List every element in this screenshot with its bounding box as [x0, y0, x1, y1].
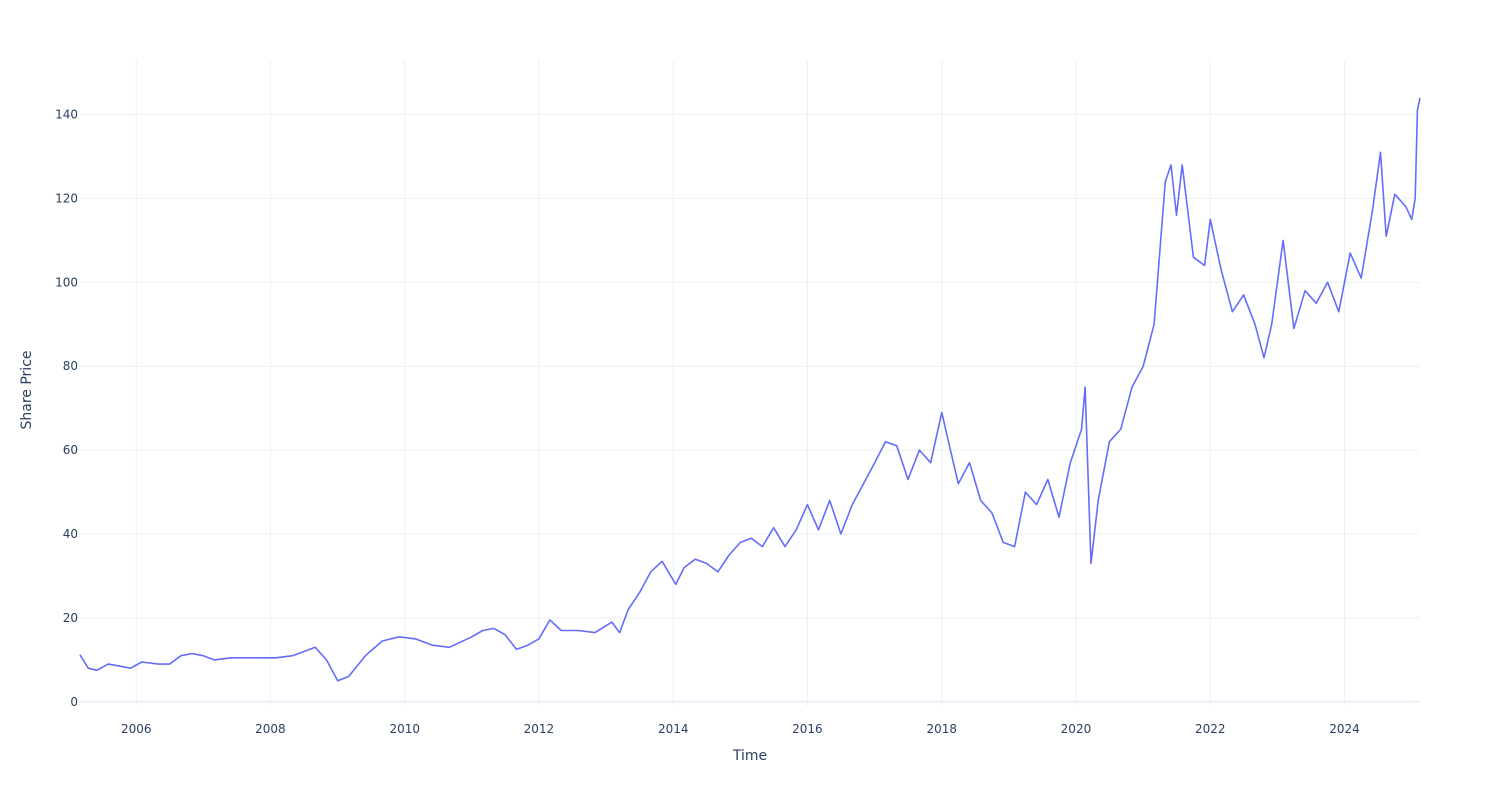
y-tick-label: 140 [55, 108, 78, 122]
x-axis-title: Time [732, 748, 767, 764]
x-tick-label: 2024 [1329, 722, 1360, 736]
x-tick-label: 2010 [389, 722, 420, 736]
y-tick-label: 20 [63, 611, 78, 625]
y-tick-label: 100 [55, 275, 78, 289]
x-tick-label: 2014 [658, 722, 689, 736]
y-tick-label: 0 [70, 695, 78, 709]
x-tick-label: 2022 [1195, 722, 1226, 736]
series-layer [79, 97, 1421, 682]
x-tick-label: 2008 [255, 722, 286, 736]
x-tick-label: 2012 [524, 722, 555, 736]
y-axis-title: Share Price [19, 350, 35, 429]
tick-layer: 0 20 40 60 80 100 120 140 2006 2008 2010 2012 2014 20… [55, 108, 1360, 736]
x-tick-label: 2006 [121, 722, 152, 736]
x-tick-label: 2020 [1061, 722, 1092, 736]
x-tick-label: 2018 [927, 722, 958, 736]
grid-layer [80, 60, 1420, 706]
x-tick-label: 2016 [792, 722, 823, 736]
y-tick-label: 40 [63, 527, 78, 541]
series-line [79, 97, 1421, 682]
y-tick-label: 80 [63, 359, 78, 373]
y-tick-label: 120 [55, 191, 78, 205]
y-tick-label: 60 [63, 443, 78, 457]
